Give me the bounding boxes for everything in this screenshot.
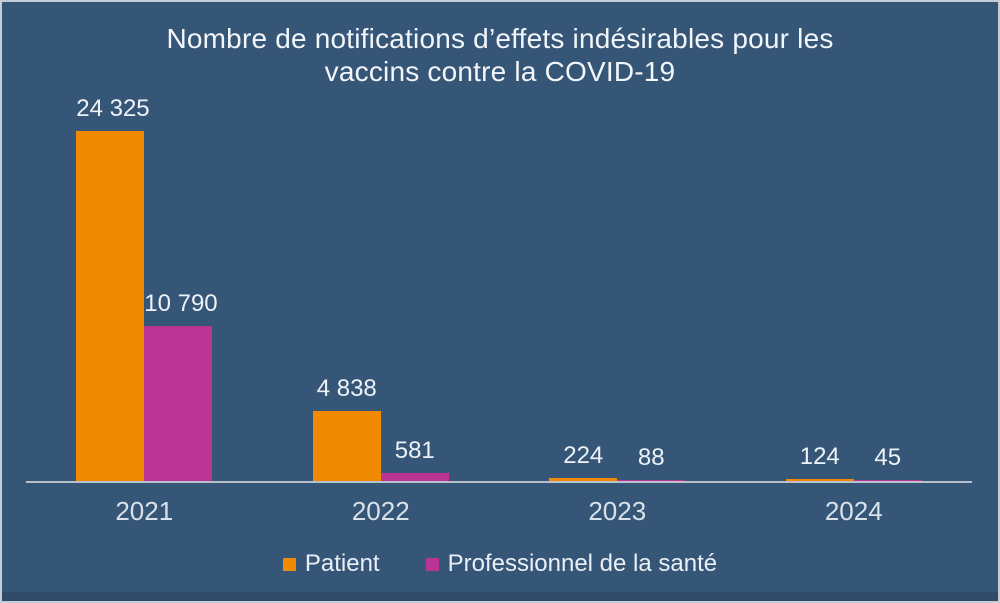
bar-patient-2023 <box>549 478 618 481</box>
bar-patient-2021 <box>76 131 145 481</box>
value-label-professionnel-2021: 10 790 <box>144 290 218 317</box>
value-label-professionnel-2022: 581 <box>394 437 435 464</box>
value-label-professionnel-2023: 88 <box>637 444 665 471</box>
x-axis-label-2023: 2023 <box>588 496 647 526</box>
legend-swatch-icon <box>425 557 439 571</box>
value-label-professionnel-2024: 45 <box>874 444 902 471</box>
value-label-patient-2021: 24 325 <box>76 95 150 122</box>
plot-area: 24 325 10 790 4 838 581 224 88 124 45 <box>26 2 972 483</box>
bottom-strip <box>2 592 998 601</box>
x-axis-label-2021: 2021 <box>115 496 174 526</box>
bar-patient-2024 <box>785 479 854 481</box>
bar-professionnel-2021 <box>144 326 213 481</box>
chart-title-line-1: Nombre de notifications d’effets indésir… <box>166 23 834 54</box>
x-axis-label-2022: 2022 <box>351 496 410 526</box>
bar-professionnel-2024 <box>853 480 922 481</box>
chart-legend: Patient Professionnel de la santé <box>2 550 998 578</box>
legend-swatch-icon <box>282 557 296 571</box>
bar-patient-2022 <box>312 411 381 481</box>
x-axis-label-2024: 2024 <box>824 496 883 526</box>
value-label-patient-2022: 4 838 <box>316 375 377 402</box>
chart-title: Nombre de notifications d’effets indésir… <box>2 22 998 88</box>
value-label-patient-2024: 124 <box>799 443 840 470</box>
legend-label: Patient <box>304 550 380 577</box>
x-axis-line <box>26 481 972 483</box>
legend-label: Professionnel de la santé <box>447 550 718 577</box>
legend-item-patient: Patient <box>282 550 380 578</box>
bar-professionnel-2023 <box>617 480 686 481</box>
legend-item-professionnel: Professionnel de la santé <box>425 550 718 578</box>
chart-title-line-2: vaccins contre la COVID-19 <box>324 56 676 87</box>
bar-professionnel-2022 <box>380 473 449 481</box>
value-label-patient-2023: 224 <box>563 442 604 469</box>
